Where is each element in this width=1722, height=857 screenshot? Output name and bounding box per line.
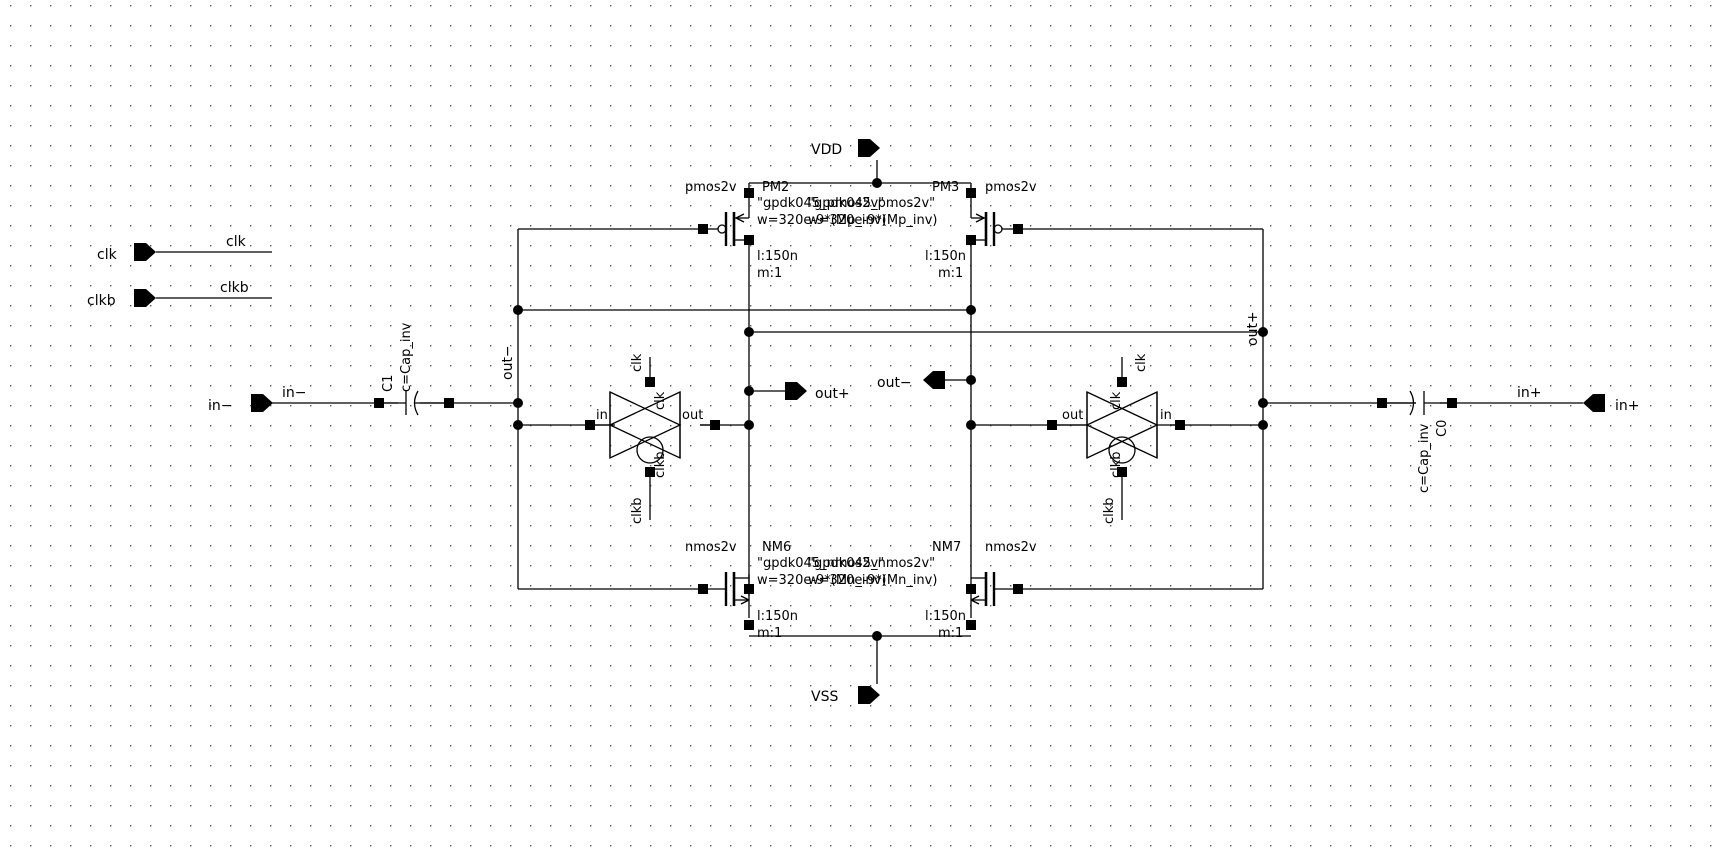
nm7-length: l:150n (925, 609, 966, 624)
pm3-type: pmos2v (985, 180, 1037, 195)
pm2-mult: m:1 (757, 266, 782, 281)
tgate-right[interactable]: out in clk clk clkb clkb (1047, 353, 1185, 524)
nm6-name: NM6 (762, 540, 791, 555)
nm7-mult: m:1 (938, 626, 963, 641)
pin-in-minus-label: in− (208, 398, 233, 414)
nm6-model: "gpdk045_nmos2v" (757, 556, 884, 571)
pin-vss[interactable]: VSS (811, 686, 880, 705)
pin-vss-label: VSS (811, 689, 838, 705)
nm7-name: NM7 (932, 540, 961, 555)
capacitor-c0-value: c=Cap_inv (1417, 423, 1432, 493)
pm3-name: PM3 (932, 180, 959, 195)
capacitor-c1-name: C1 (381, 375, 396, 392)
nm6-type: nmos2v (685, 540, 737, 555)
transistor-nm6[interactable]: nmos2v NM6 l:150n m:1 (685, 540, 798, 641)
tgate-left-in: in (596, 408, 608, 423)
nm7-width: w=320e-9*(Mn_inv) (808, 573, 937, 588)
tgate-left-clk-top: clk (630, 353, 645, 372)
pin-in-plus-label: in+ (1615, 398, 1640, 414)
pm3-model: "gpdk045_pmos2v" (808, 196, 935, 211)
capacitor-c1-value: c=Cap_inv (399, 322, 414, 392)
pin-clkb[interactable]: clkb (87, 289, 156, 309)
nm6-mult: m:1 (757, 626, 782, 641)
junction-dots (513, 178, 1268, 641)
nm6-width: w=320e-9*(Mn_inv) (757, 573, 886, 588)
pm3-width: w=320e-9*(Mp_inv) (808, 213, 937, 228)
pin-out-minus[interactable]: out− (877, 371, 945, 391)
transistor-pm2[interactable]: pmos2v PM2 l:150n m:1 (685, 180, 798, 281)
pin-out-plus[interactable]: out+ (785, 382, 850, 402)
tgate-right-in: in (1160, 408, 1172, 423)
pin-in-plus[interactable]: in+ (1583, 394, 1640, 414)
pin-out-minus-label: out− (877, 375, 912, 391)
pin-out-plus-label: out+ (815, 386, 850, 402)
pin-vdd[interactable]: VDD (811, 139, 880, 158)
capacitor-c0-name: C0 (1435, 420, 1450, 437)
net-label-in-plus: in+ (1517, 385, 1542, 401)
tgate-right-clk-top: clk (1134, 353, 1149, 372)
wires (156, 160, 1583, 684)
nm6-length: l:150n (757, 609, 798, 624)
tgate-left-clkb-inner: clkb (653, 451, 668, 478)
tgate-right-clkb-bottom: clkb (1102, 497, 1117, 524)
tgate-right-clkb-inner: clkb (1109, 451, 1124, 478)
pin-clk[interactable]: clk (97, 243, 156, 263)
tgate-right-out: out (1062, 408, 1083, 423)
pin-clkb-label: clkb (87, 293, 116, 309)
pm2-name: PM2 (762, 180, 789, 195)
nm7-model: "gpdk045_nmos2v" (808, 556, 935, 571)
net-label-out-plus: out+ (1245, 311, 1261, 346)
tgate-left-clkb-bottom: clkb (630, 497, 645, 524)
transistor-nm7[interactable]: nmos2v NM7 l:150n m:1 (925, 540, 1037, 641)
tgate-left-out: out (682, 408, 703, 423)
pin-in-minus[interactable]: in− (208, 394, 273, 414)
tgate-left[interactable]: in out clk clk clkb clkb (585, 353, 720, 524)
capacitor-c1[interactable]: C1 c=Cap_inv (374, 322, 454, 416)
capacitor-c0[interactable]: c=Cap_inv C0 (1377, 390, 1457, 493)
pin-clk-label: clk (97, 247, 118, 263)
pm2-length: l:150n (757, 249, 798, 264)
net-label-clk: clk (226, 234, 247, 250)
pm2-width: w=320e-9*(Mp_inv) (757, 213, 886, 228)
pm2-type: pmos2v (685, 180, 737, 195)
pm2-model: "gpdk045_pmos2v" (757, 196, 884, 211)
pm3-length: l:150n (925, 249, 966, 264)
net-label-in-minus: in− (282, 385, 307, 401)
pin-vdd-label: VDD (811, 142, 842, 158)
pm3-mult: m:1 (938, 266, 963, 281)
transistor-pm3[interactable]: pmos2v PM3 l:150n m:1 (925, 180, 1037, 281)
tgate-left-clk-inner: clk (653, 391, 668, 410)
net-label-clkb: clkb (220, 280, 249, 296)
nm7-type: nmos2v (985, 540, 1037, 555)
net-label-out-minus: out− (500, 345, 516, 380)
tgate-right-clk-inner: clk (1109, 391, 1124, 410)
